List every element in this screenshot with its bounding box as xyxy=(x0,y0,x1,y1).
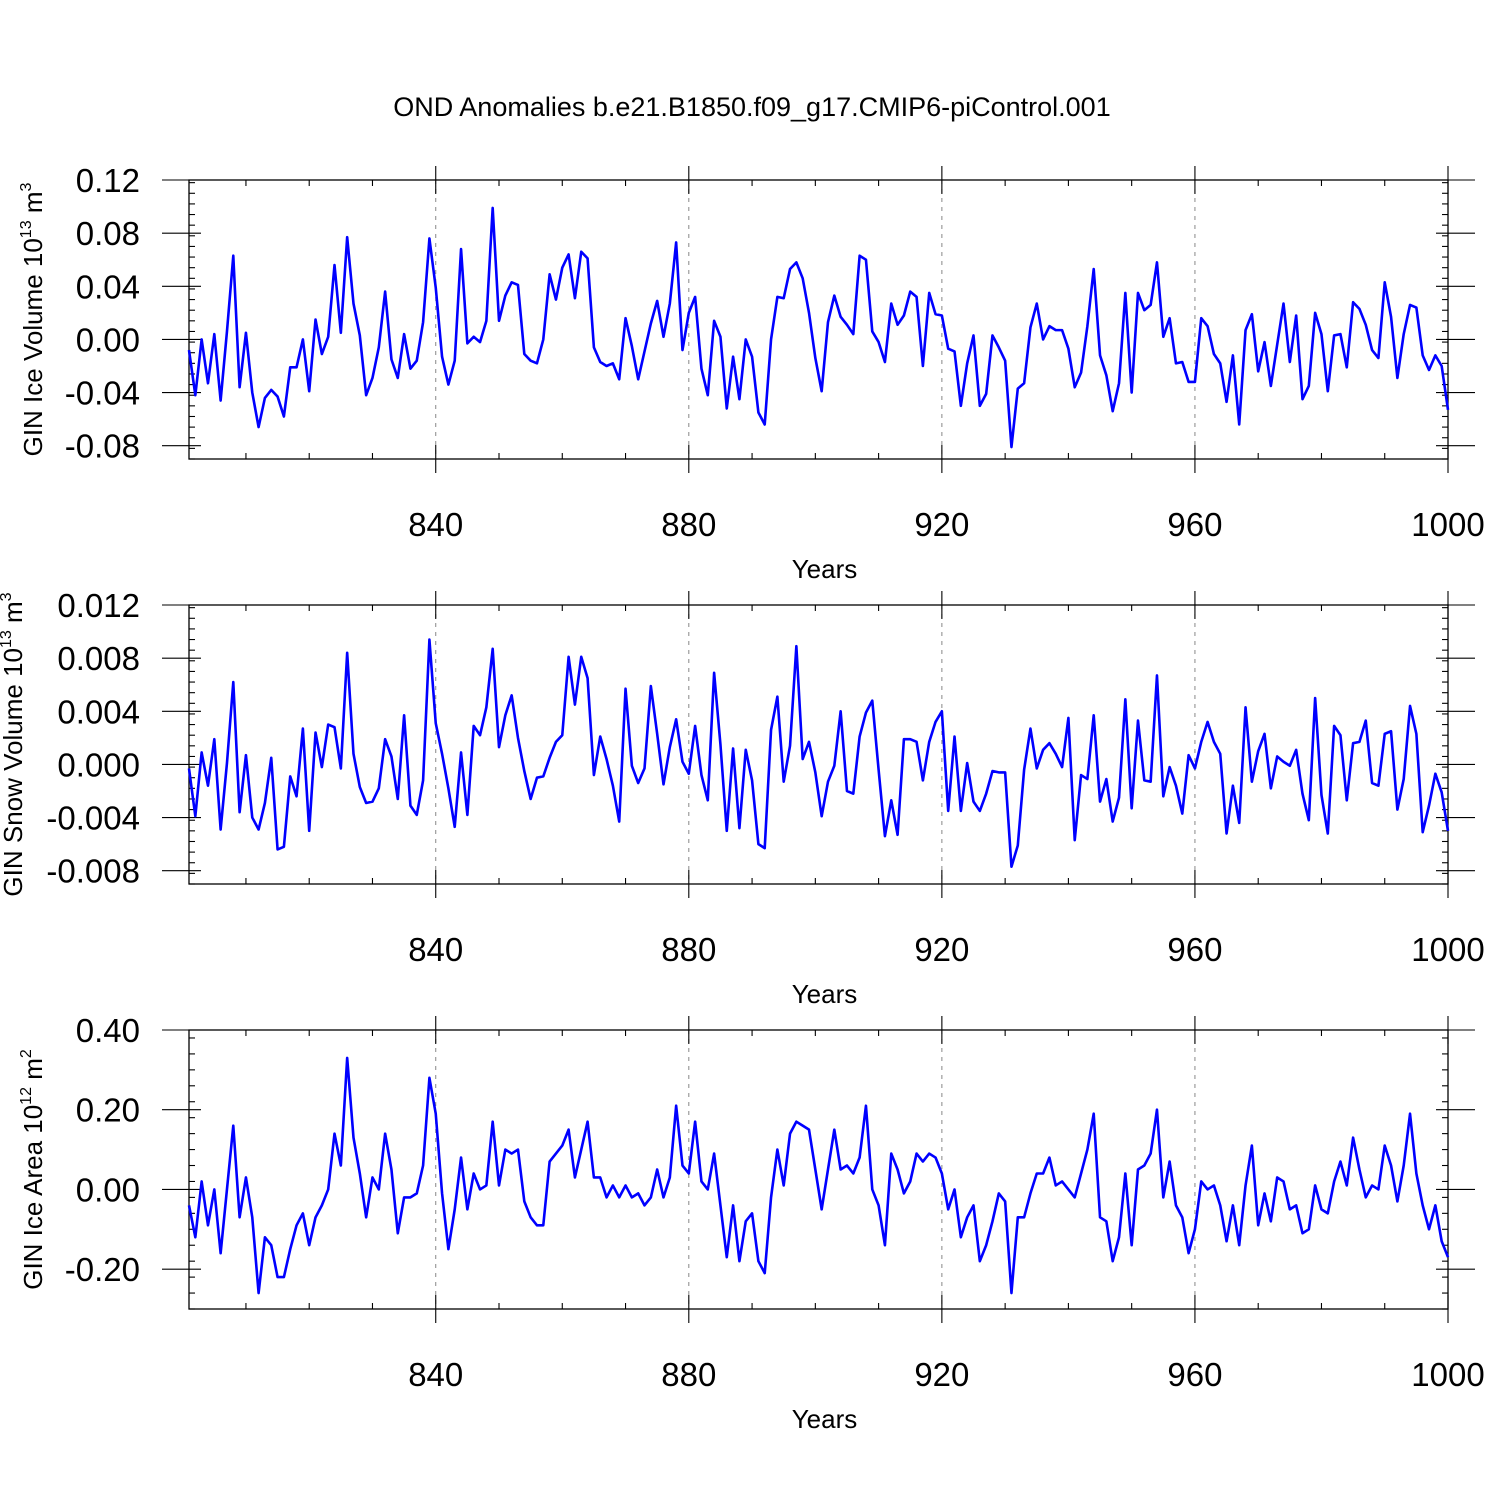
x-tick-label: 840 xyxy=(408,506,463,543)
x-tick-label: 880 xyxy=(661,1356,716,1393)
x-axis-label: Years xyxy=(792,554,858,584)
y-axis-label-text: GIN Ice Volume 10 xyxy=(18,238,48,456)
y-tick-label: 0.40 xyxy=(76,1012,140,1049)
y-tick-label: 0.08 xyxy=(76,215,140,252)
plot-frame xyxy=(188,179,1449,460)
x-tick-label: 880 xyxy=(661,506,716,543)
plot-frame xyxy=(188,1029,1449,1310)
x-tick-label: 1000 xyxy=(1411,1356,1484,1393)
x-tick-label: 920 xyxy=(914,506,969,543)
y-axis-label-text: GIN Snow Volume 10 xyxy=(0,648,28,897)
x-tick-label: 960 xyxy=(1167,931,1222,968)
y-tick-label: -0.08 xyxy=(65,428,140,465)
y-axis-label-unit: m xyxy=(18,1058,48,1087)
y-tick-label: 0.12 xyxy=(76,162,140,199)
x-tick-label: 920 xyxy=(914,931,969,968)
y-axis-label-unit-exponent: 2 xyxy=(18,1049,35,1058)
x-tick-label: 920 xyxy=(914,1356,969,1393)
y-tick-label: 0.004 xyxy=(57,693,140,730)
y-axis-label-exponent: 12 xyxy=(18,1087,35,1105)
y-tick-label: 0.012 xyxy=(57,587,140,624)
panel-3: 840 880 920 960 1000 0.40 0.20 0.00 -0.20 Years GI… xyxy=(18,1012,1485,1434)
y-axis-label: GIN Snow Volume 1013 m3 xyxy=(0,592,28,896)
y-axis-label-unit-exponent: 3 xyxy=(18,182,35,191)
y-axis-label-unit: m xyxy=(0,601,28,630)
y-tick-label: 0.00 xyxy=(76,321,140,358)
y-tick-label: 0.20 xyxy=(76,1092,140,1129)
y-tick-label: 0.000 xyxy=(57,746,140,783)
y-tick-label: 0.00 xyxy=(76,1171,140,1208)
x-tick-label: 840 xyxy=(408,931,463,968)
y-tick-label: -0.008 xyxy=(46,853,140,890)
y-axis-label-exponent: 13 xyxy=(18,220,35,238)
y-tick-label: -0.04 xyxy=(65,375,140,412)
y-axis-label-unit-exponent: 3 xyxy=(0,592,15,601)
y-axis-label-exponent: 13 xyxy=(0,630,15,648)
x-axis-label: Years xyxy=(792,1404,858,1434)
x-tick-label: 1000 xyxy=(1411,931,1484,968)
panel-2: 840 880 920 960 1000 0.012 0.008 0.004 0.000 -0.0… xyxy=(0,587,1485,1009)
chart-title: OND Anomalies b.e21.B1850.f09_g17.CMIP6-… xyxy=(393,92,1110,122)
panels: 840 880 920 960 1000 0.12 0.08 0.04 0.00 -0.04 -0.… xyxy=(0,162,1485,1434)
y-tick-label: -0.20 xyxy=(65,1251,140,1288)
y-axis-label-text: GIN Ice Area 10 xyxy=(18,1105,48,1290)
x-tick-label: 880 xyxy=(661,931,716,968)
x-tick-label: 840 xyxy=(408,1356,463,1393)
y-tick-label: -0.004 xyxy=(46,800,140,837)
y-axis-label-unit: m xyxy=(18,191,48,220)
x-tick-label: 960 xyxy=(1167,1356,1222,1393)
y-tick-label: 0.04 xyxy=(76,268,140,305)
plot-frame xyxy=(188,604,1449,885)
series-line-gin-snow-volume xyxy=(187,638,1450,869)
y-tick-label: 0.008 xyxy=(57,640,140,677)
y-axis-label: GIN Ice Area 1012 m2 xyxy=(18,1049,48,1290)
x-tick-label: 1000 xyxy=(1411,506,1484,543)
series-line-gin-ice-area xyxy=(187,1056,1450,1295)
panel-1: 840 880 920 960 1000 0.12 0.08 0.04 0.00 -0.04 -0.… xyxy=(18,162,1485,584)
x-axis-label: Years xyxy=(792,979,858,1009)
y-axis-label: GIN Ice Volume 1013 m3 xyxy=(18,182,48,456)
x-tick-label: 960 xyxy=(1167,506,1222,543)
series-line-gin-ice-volume xyxy=(187,206,1450,449)
